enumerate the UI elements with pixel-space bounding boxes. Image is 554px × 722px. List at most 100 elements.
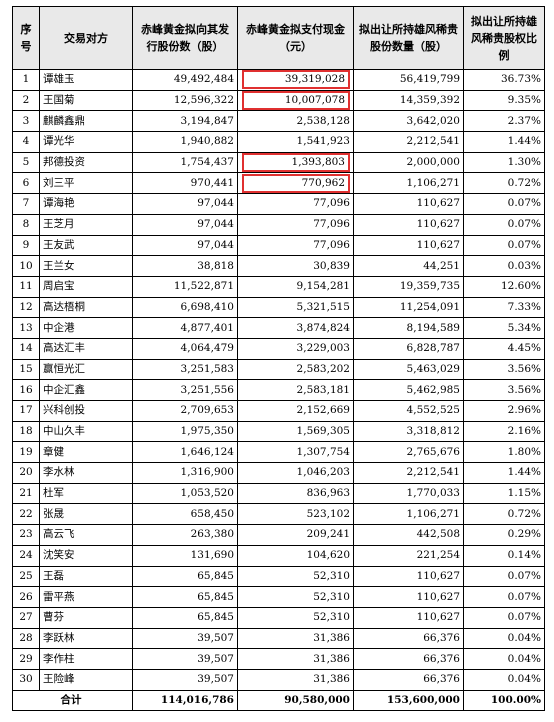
row-transfer-shares: 3,318,812 xyxy=(353,420,464,443)
row-seq: 30 xyxy=(12,668,40,691)
row-issued-shares: 97,044 xyxy=(132,234,238,257)
row-seq: 17 xyxy=(12,400,40,422)
row-transfer-shares: 4,552,525 xyxy=(353,400,464,422)
row-seq: 22 xyxy=(12,503,40,526)
row-issued-shares: 1,646,124 xyxy=(132,441,238,464)
row-cash-payment-highlighted: 1,393,803 xyxy=(237,151,354,174)
row-cash-payment: 836,963 xyxy=(237,482,354,505)
table-row: 4 谭光华 1,940,882 1,541,923 2,212,541 1.44% xyxy=(12,131,545,153)
row-equity-ratio: 0.72% xyxy=(463,503,545,526)
row-seq: 13 xyxy=(12,317,40,339)
row-transfer-shares: 110,627 xyxy=(353,213,464,236)
row-counterparty: 周启宝 xyxy=(39,275,133,298)
row-transfer-shares: 5,462,985 xyxy=(353,379,464,401)
table-row: 21 杜军 1,053,520 836,963 1,770,033 1.15% xyxy=(12,482,545,505)
row-equity-ratio: 0.07% xyxy=(463,234,545,257)
row-transfer-shares: 221,254 xyxy=(353,544,464,567)
table-row: 3 麒麟鑫鼎 3,194,847 2,538,128 3,642,020 2.37% xyxy=(12,110,545,133)
total-issued-shares: 114,016,786 xyxy=(132,689,238,712)
row-counterparty: 谭光华 xyxy=(39,131,133,153)
row-transfer-shares: 442,508 xyxy=(353,524,464,546)
row-counterparty: 高云飞 xyxy=(39,524,133,546)
row-cash-payment: 3,874,824 xyxy=(237,317,354,339)
table-row: 8 王芝月 97,044 77,096 110,627 0.07% xyxy=(12,213,545,236)
row-seq: 28 xyxy=(12,627,40,650)
row-cash-payment: 52,310 xyxy=(237,606,354,629)
row-counterparty: 李跃林 xyxy=(39,627,133,650)
table-row: 23 高云飞 263,380 209,241 442,508 0.29% xyxy=(12,524,545,546)
row-cash-payment: 77,096 xyxy=(237,234,354,257)
row-equity-ratio: 1.30% xyxy=(463,151,545,174)
header-cash-payment: 赤峰黄金拟支付现金（元） xyxy=(237,6,354,70)
row-issued-shares: 1,053,520 xyxy=(132,482,238,505)
row-issued-shares: 4,064,479 xyxy=(132,337,238,360)
row-counterparty: 中企港 xyxy=(39,317,133,339)
row-issued-shares: 39,507 xyxy=(132,668,238,691)
row-issued-shares: 1,940,882 xyxy=(132,131,238,153)
table-header: 序号 交易对方 赤峰黄金拟向其发行股份数（股） 赤峰黄金拟支付现金（元） 拟出让… xyxy=(12,6,545,70)
table-row: 26 雷平燕 65,845 52,310 110,627 0.07% xyxy=(12,586,545,608)
total-equity-ratio: 100.00% xyxy=(463,689,545,712)
row-transfer-shares: 1,106,271 xyxy=(353,172,464,195)
table-row: 6 刘三平 970,441 770,962 1,106,271 0.72% xyxy=(12,172,545,195)
row-equity-ratio: 0.72% xyxy=(463,172,545,195)
row-seq: 14 xyxy=(12,337,40,360)
row-issued-shares: 4,877,401 xyxy=(132,317,238,339)
row-counterparty: 章健 xyxy=(39,441,133,464)
row-cash-payment: 209,241 xyxy=(237,524,354,546)
row-equity-ratio: 12.60% xyxy=(463,275,545,298)
row-issued-shares: 970,441 xyxy=(132,172,238,195)
row-counterparty: 王国菊 xyxy=(39,89,133,112)
row-equity-ratio: 0.07% xyxy=(463,606,545,629)
table-row: 9 王友武 97,044 77,096 110,627 0.07% xyxy=(12,234,545,257)
row-issued-shares: 11,522,871 xyxy=(132,275,238,298)
row-issued-shares: 65,845 xyxy=(132,565,238,588)
row-counterparty: 中山久丰 xyxy=(39,420,133,443)
row-transfer-shares: 110,627 xyxy=(353,234,464,257)
row-transfer-shares: 2,212,541 xyxy=(353,462,464,484)
row-equity-ratio: 3.56% xyxy=(463,358,545,381)
highlight-box: 1,393,803 xyxy=(242,153,350,172)
row-equity-ratio: 0.04% xyxy=(463,648,545,670)
table-body: 1 谭雄玉 49,492,484 39,319,028 56,419,799 36.73%… xyxy=(12,69,545,712)
highlight-box: 770,962 xyxy=(242,173,350,193)
row-cash-payment: 2,583,202 xyxy=(237,358,354,381)
row-issued-shares: 3,251,556 xyxy=(132,379,238,401)
row-transfer-shares: 1,106,271 xyxy=(353,503,464,526)
row-transfer-shares: 3,642,020 xyxy=(353,110,464,133)
row-issued-shares: 3,194,847 xyxy=(132,110,238,133)
row-seq: 21 xyxy=(12,482,40,505)
row-cash-payment: 77,096 xyxy=(237,193,354,215)
row-transfer-shares: 44,251 xyxy=(353,255,464,277)
row-issued-shares: 1,754,437 xyxy=(132,151,238,174)
row-equity-ratio: 1.15% xyxy=(463,482,545,505)
row-cash-payment: 104,620 xyxy=(237,544,354,567)
row-transfer-shares: 66,376 xyxy=(353,668,464,691)
row-transfer-shares: 2,765,676 xyxy=(353,441,464,464)
row-equity-ratio: 1.80% xyxy=(463,441,545,464)
row-cash-payment: 31,386 xyxy=(237,627,354,650)
highlight-box: 39,319,028 xyxy=(242,70,350,90)
row-equity-ratio: 1.44% xyxy=(463,462,545,484)
row-issued-shares: 97,044 xyxy=(132,213,238,236)
row-equity-ratio: 0.14% xyxy=(463,544,545,567)
row-seq: 10 xyxy=(12,255,40,277)
row-counterparty: 雷平燕 xyxy=(39,586,133,608)
header-issued-shares: 赤峰黄金拟向其发行股份数（股） xyxy=(132,6,238,70)
row-equity-ratio: 3.56% xyxy=(463,379,545,401)
row-counterparty: 王险峰 xyxy=(39,668,133,691)
row-seq: 8 xyxy=(12,213,40,236)
row-counterparty: 高达汇丰 xyxy=(39,337,133,360)
table-row: 11 周启宝 11,522,871 9,154,281 19,359,735 12.60% xyxy=(12,275,545,298)
row-seq: 27 xyxy=(12,606,40,629)
row-transfer-shares: 2,000,000 xyxy=(353,151,464,174)
row-cash-payment: 1,307,754 xyxy=(237,441,354,464)
row-cash-payment: 2,583,181 xyxy=(237,379,354,401)
header-equity-ratio: 拟出让所持雄风稀贵股权比例 xyxy=(463,6,545,70)
row-equity-ratio: 7.33% xyxy=(463,296,545,319)
row-equity-ratio: 2.37% xyxy=(463,110,545,133)
row-counterparty: 张晟 xyxy=(39,503,133,526)
row-transfer-shares: 2,212,541 xyxy=(353,131,464,153)
row-seq: 1 xyxy=(12,69,40,91)
row-issued-shares: 65,845 xyxy=(132,606,238,629)
